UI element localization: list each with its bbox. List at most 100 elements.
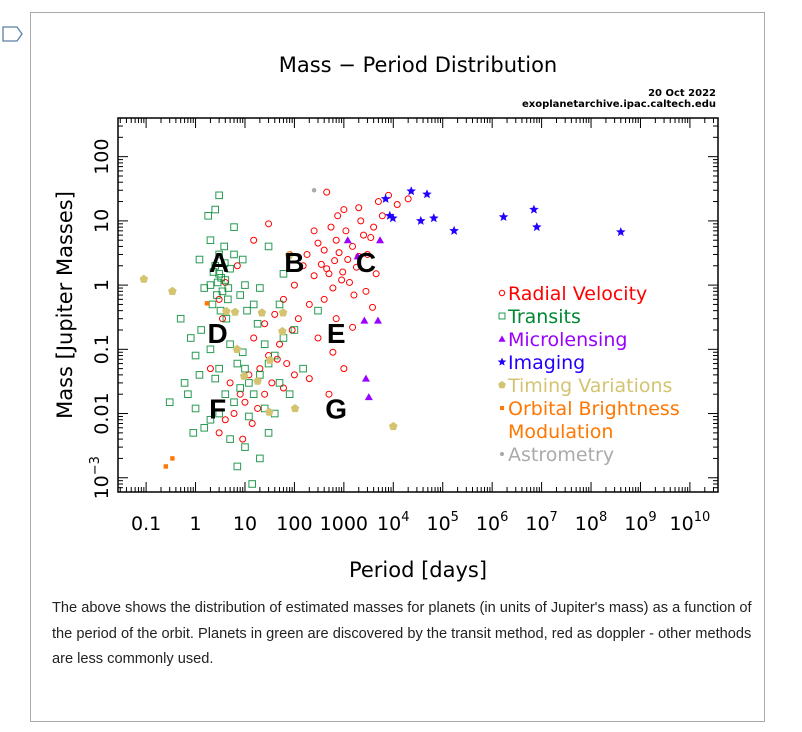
y-tick-label: 0.1 — [91, 334, 113, 364]
data-point — [320, 295, 328, 303]
data-point — [288, 326, 296, 334]
data-point — [310, 272, 318, 280]
legend-label: Radial Velocity — [508, 283, 647, 305]
data-point — [215, 295, 223, 303]
legend-label: Transits — [507, 306, 581, 328]
data-point — [283, 360, 291, 368]
data-point — [388, 213, 398, 223]
data-point — [165, 398, 174, 407]
data-point — [230, 223, 238, 231]
data-point — [284, 250, 294, 259]
data-point — [422, 189, 432, 199]
data-point — [275, 300, 284, 309]
data-point — [380, 193, 391, 203]
data-point — [320, 246, 328, 254]
data-point — [362, 287, 370, 295]
legend: Radial VelocityTransitsMicrolensingImagi… — [497, 283, 680, 466]
data-point — [230, 307, 240, 316]
legend-label: Astrometry — [508, 444, 614, 466]
data-point — [241, 398, 249, 406]
data-point — [361, 374, 370, 382]
data-point — [248, 480, 257, 488]
data-point — [303, 250, 311, 258]
data-point — [332, 236, 340, 244]
annotation-g: G — [325, 393, 347, 424]
data-point — [226, 264, 234, 273]
data-point — [529, 204, 539, 214]
data-point — [449, 225, 459, 235]
output-cell — [30, 12, 765, 722]
data-point — [299, 262, 307, 270]
legend-item-timing-variations: Timing Variations — [498, 375, 672, 397]
data-point — [310, 227, 318, 235]
data-point — [264, 429, 273, 437]
data-point — [217, 273, 225, 282]
data-point — [191, 351, 200, 360]
y-tick-label: 0.01 — [91, 392, 113, 434]
data-point — [236, 384, 244, 392]
legend-label: Imaging — [508, 352, 585, 374]
data-point — [311, 187, 317, 193]
data-point — [209, 268, 218, 276]
legend-item-imaging: Imaging — [497, 352, 585, 374]
data-point — [353, 252, 362, 260]
y-axis-label: Mass [Jupiter Masses] — [53, 191, 77, 419]
data-point — [249, 390, 258, 399]
x-tick-label: 107 — [525, 510, 557, 535]
data-point — [339, 268, 347, 276]
data-point — [335, 249, 343, 257]
data-point — [163, 464, 168, 469]
data-point — [406, 186, 416, 196]
data-point — [279, 334, 288, 342]
data-point — [338, 276, 346, 284]
data-point — [256, 365, 264, 373]
data-point — [332, 315, 340, 323]
data-point — [180, 379, 189, 387]
data-point — [222, 306, 231, 315]
x-tick-label: 0.1 — [131, 513, 161, 535]
x-tick-label: 104 — [377, 510, 409, 535]
data-point — [213, 291, 221, 299]
legend-label: Microlensing — [508, 329, 627, 351]
plot-frame — [117, 117, 719, 493]
cell-collapse-icon[interactable] — [2, 26, 24, 44]
data-point — [236, 291, 244, 299]
data-point — [355, 204, 363, 212]
data-point — [139, 274, 149, 283]
annotation-b: B — [284, 247, 304, 278]
mass-period-scatter-chart: Mass − Period Distribution 20 Oct 2022 e… — [53, 53, 719, 582]
chart-title: Mass − Period Distribution — [279, 53, 558, 77]
data-point — [245, 412, 253, 421]
data-point — [168, 286, 177, 295]
data-point — [211, 205, 220, 214]
data-point — [215, 250, 223, 259]
axis-ticks — [118, 117, 718, 493]
data-point — [323, 265, 331, 273]
data-point — [342, 227, 350, 235]
data-point — [393, 200, 401, 208]
x-tick-label: 108 — [575, 510, 607, 535]
x-tick-label: 106 — [476, 510, 508, 535]
data-point — [429, 213, 439, 223]
data-point — [195, 255, 204, 264]
legend-marker-icon — [498, 380, 506, 389]
data-point — [221, 390, 230, 399]
data-point — [314, 239, 322, 247]
data-point — [189, 429, 198, 437]
data-point — [195, 371, 204, 379]
x-tick-label: 109 — [624, 510, 656, 535]
data-point — [290, 371, 298, 379]
data-point — [305, 375, 313, 383]
legend-item-radial-velocity: Radial Velocity — [498, 283, 647, 305]
data-point — [211, 374, 220, 383]
data-point — [239, 435, 247, 443]
data-point — [363, 250, 371, 258]
data-point — [200, 284, 209, 292]
legend-label: Timing Variations — [507, 375, 672, 397]
legend-label: Orbital Brightness — [508, 398, 680, 420]
legend-label: Modulation — [508, 421, 613, 443]
data-point — [250, 334, 258, 342]
data-point — [238, 255, 247, 264]
data-point — [220, 242, 229, 251]
data-point — [329, 348, 337, 356]
